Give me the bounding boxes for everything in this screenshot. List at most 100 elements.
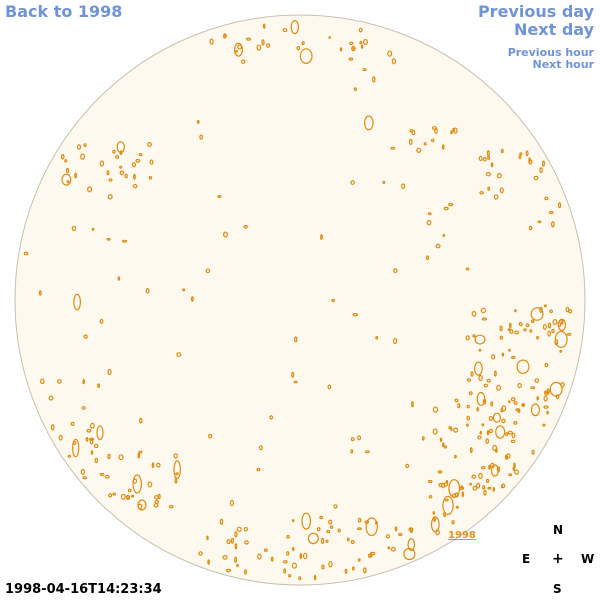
contour-blob (525, 150, 529, 157)
contour-blob (357, 435, 362, 441)
contour-blob (489, 462, 495, 469)
back-to-year-link[interactable]: Back to 1998 (5, 2, 123, 21)
contour-blob (529, 329, 533, 333)
contour-blob (536, 335, 539, 340)
contour-blob (282, 28, 288, 33)
contour-blob (331, 298, 336, 303)
contour-blob (291, 519, 295, 523)
contour-blob (286, 534, 290, 539)
previous-day-link[interactable]: Previous day (477, 2, 594, 21)
contour-blob (551, 328, 555, 334)
contour-blob (487, 155, 491, 160)
contour-blob (74, 172, 77, 179)
contour-blob (70, 421, 75, 426)
contour-blob (427, 479, 433, 484)
contour-blob (119, 170, 125, 176)
contour-blob (86, 428, 92, 433)
contour-blob (190, 296, 194, 302)
contour-blob (372, 76, 376, 83)
previous-hour-link[interactable]: Previous hour (507, 46, 594, 59)
contour-blob (516, 359, 530, 374)
contour-blob (435, 243, 441, 249)
contour-blob (518, 154, 522, 160)
contour-blob (85, 437, 89, 442)
contour-blob (469, 447, 473, 454)
contour-blob (390, 546, 396, 552)
contour-blob (222, 554, 228, 560)
contour-blob (112, 149, 116, 154)
contour-blob (199, 134, 203, 140)
contour-blob (481, 317, 487, 321)
contour-blob (149, 159, 154, 165)
contour-blob (541, 160, 545, 167)
contour-blob (513, 421, 518, 425)
contour-blob (127, 488, 132, 493)
contour-blob (505, 432, 509, 437)
next-hour-link[interactable]: Next hour (532, 58, 595, 71)
next-day-link[interactable]: Next day (514, 20, 594, 39)
solar-disk (14, 14, 586, 586)
contour-blob (408, 527, 414, 532)
contour-blob (466, 404, 470, 409)
contour-blob (298, 576, 302, 581)
contour-blob (132, 474, 142, 494)
contour-blob (441, 442, 445, 448)
contour-blob (364, 520, 370, 524)
contour-blob (534, 378, 540, 383)
contour-blob (483, 489, 487, 496)
contour-blob (437, 470, 443, 474)
contour-blob (546, 410, 549, 415)
contour-blob (495, 425, 506, 439)
contour-blob (474, 361, 483, 376)
contour-blob (476, 406, 479, 412)
contour-blob (481, 423, 485, 427)
contour-blob (118, 454, 124, 461)
contour-blob (525, 323, 530, 328)
contour-blob (135, 158, 141, 163)
contour-blob (291, 546, 295, 551)
contour-blob (329, 525, 334, 529)
contour-blob (132, 162, 137, 168)
contour-blob (293, 380, 298, 384)
contour-blob (426, 219, 432, 226)
contour-blob (106, 170, 110, 176)
contour-blob (455, 505, 459, 509)
contour-blob (432, 428, 438, 435)
contour-blob (217, 195, 222, 199)
contour-blob (97, 383, 100, 389)
contour-blob (86, 186, 93, 193)
contour-blob (320, 234, 323, 240)
contour-blob (235, 49, 238, 53)
contour-blob (487, 186, 491, 191)
contour-blob (490, 464, 499, 477)
compass-east: E (522, 552, 531, 566)
contour-blob (360, 44, 364, 49)
contour-blob (107, 193, 113, 200)
contour-blob (488, 428, 493, 434)
contour-blob (474, 334, 486, 345)
contour-blob (469, 482, 473, 486)
contour-blob (363, 567, 367, 574)
contour-blob (557, 202, 562, 209)
contour-blob (411, 401, 414, 408)
contour-blob (236, 526, 242, 533)
contour-blob (321, 537, 325, 544)
contour-blob (514, 469, 519, 475)
contour-blob (256, 44, 262, 51)
contour-blob (492, 444, 498, 452)
contour-blob (478, 155, 483, 162)
contour-blob (465, 267, 470, 271)
contour-blob (454, 454, 457, 459)
contour-blob (543, 395, 548, 402)
contour-blob (244, 540, 249, 545)
contour-blob (549, 309, 553, 314)
contour-blob (147, 142, 152, 148)
contour-blob (542, 423, 546, 427)
compass-north: N (553, 523, 564, 537)
contour-blob (492, 486, 495, 492)
contour-blob (443, 445, 447, 449)
contour-blob (531, 319, 535, 324)
contour-blob (299, 552, 302, 560)
region-label-link[interactable]: 1998 (448, 530, 476, 541)
contour-blob (476, 391, 486, 406)
